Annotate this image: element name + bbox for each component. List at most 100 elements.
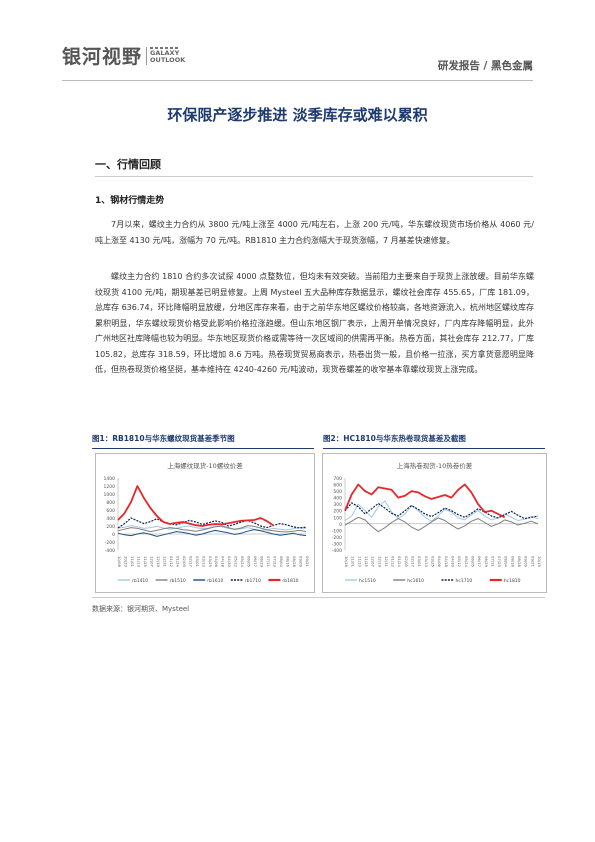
- logo-en: GALAXY OUTLOOK: [146, 46, 186, 65]
- legend-label-rb1810: rb1810: [282, 578, 298, 584]
- y-tick-label: 600: [333, 483, 342, 489]
- x-tick-label: 12/19: [156, 556, 161, 568]
- x-tick-label: 12/07: [149, 556, 154, 568]
- chart-title: 上海螺纹现货-10螺纹价差: [167, 461, 243, 470]
- x-tick-label: 04/06: [437, 556, 442, 568]
- x-tick-label: 06/05: [247, 556, 252, 568]
- x-tick-label: 04/06: [214, 556, 219, 568]
- y-tick-label: -400: [332, 548, 342, 554]
- x-tick-label: 08/04: [279, 556, 284, 568]
- x-tick-label: 11/25: [364, 556, 369, 568]
- logo-stripe: [150, 46, 181, 49]
- x-tick-label: 11/13: [136, 556, 141, 568]
- x-tick-label: 12/07: [371, 556, 376, 568]
- figure-1-rule: [92, 448, 314, 449]
- y-tick-label: 400: [333, 496, 342, 502]
- series-line-hc1710: [344, 502, 539, 520]
- series-line-hc1610: [344, 516, 539, 533]
- y-tick-label: -200: [332, 535, 342, 541]
- legend-label-rb1610: rb1610: [207, 578, 223, 584]
- legend-label-hc1810: hc1810: [504, 578, 521, 584]
- x-tick-label: 06/05: [470, 556, 475, 568]
- legend-label-hc1710: hc1710: [456, 578, 473, 584]
- data-source: 数据来源：银河期货、Mysteel: [92, 605, 190, 613]
- legend-label-rb1710: rb1710: [245, 578, 261, 584]
- logo-en-line2: OUTLOOK: [150, 56, 186, 64]
- x-tick-label: 08/28: [517, 556, 522, 568]
- x-tick-label: 04/30: [227, 556, 232, 568]
- x-tick-label: 11/01: [351, 556, 356, 568]
- y-tick-label: 1000: [104, 492, 116, 498]
- section-heading: 一、行情回顾: [95, 158, 161, 171]
- x-tick-label: 10/15: [537, 556, 542, 568]
- legend-label-rb1510: rb1510: [170, 578, 186, 584]
- x-tick-label: 12/31: [162, 556, 167, 568]
- x-tick-label: 03/01: [417, 556, 422, 568]
- paragraph-2: 螺纹主力合约 1810 合约多次试探 4000 点整数位，但均未有效突破。当前阻…: [95, 272, 534, 374]
- x-tick-label: 08/28: [292, 556, 297, 568]
- series-line-rb1410: [117, 525, 307, 531]
- series-line-rb1610: [117, 529, 307, 537]
- x-tick-label: 10/16: [344, 556, 349, 568]
- x-tick-label: 02/05: [404, 556, 409, 568]
- y-tick-label: 300: [333, 502, 342, 508]
- x-tick-label: 04/30: [450, 556, 455, 568]
- x-tick-label: 06/29: [484, 556, 489, 568]
- x-tick-label: 03/25: [208, 556, 213, 568]
- x-tick-label: 08/04: [504, 556, 509, 568]
- chart-2-frame: 上海热卷现货-10热卷价差 -400 -300 -200 -100 0 100 200 300 4…: [322, 453, 547, 593]
- paragraph-1: 7月以来，螺纹主力合约从 3800 元/吨上涨至 4000 元/吨左右，上涨 2…: [95, 220, 534, 245]
- x-tick-label: 05/12: [457, 556, 462, 568]
- x-tick-label: 05/24: [464, 556, 469, 568]
- x-tick-label: 11/01: [130, 556, 135, 568]
- figure-1-caption: 图1：RB1810与华东螺纹现货基差季节图: [92, 434, 235, 443]
- chart-2: 上海热卷现货-10热卷价差 -400-300-200-10001002003004…: [332, 461, 542, 584]
- x-tick-label: 03/13: [424, 556, 429, 568]
- y-tick-label: 200: [106, 524, 115, 530]
- x-tick-label: 01/24: [175, 556, 180, 568]
- x-tick-label: 05/12: [234, 556, 239, 568]
- x-tick-label: 03/01: [195, 556, 200, 568]
- figure-2-caption: 图2：HC1810与华东热卷现货基差及截图: [323, 434, 466, 443]
- x-tick-label: 09/09: [524, 556, 529, 568]
- y-tick-label: 500: [333, 489, 342, 495]
- chart-1: 上海螺纹现货-10螺纹价差 -400 -200 0 200 400 600 800 1000 12…: [104, 461, 310, 584]
- x-tick-label: 04/18: [221, 556, 226, 568]
- x-tick-label: 12/31: [384, 556, 389, 568]
- chart-1-frame: 上海螺纹现货-10螺纹价差 -400 -200 0 200 400 600 800 1000 12…: [95, 453, 315, 593]
- x-tick-label: 01/12: [169, 556, 174, 568]
- x-tick-label: 01/24: [397, 556, 402, 568]
- y-tick-label: 200: [333, 509, 342, 515]
- breadcrumb: 研发报告 / 黑色金属: [437, 60, 533, 72]
- y-tick-label: 800: [106, 500, 115, 506]
- chart-title: 上海热卷现货-10热卷价差: [397, 461, 473, 470]
- x-tick-label: 02/17: [411, 556, 416, 568]
- x-tick-label: 02/17: [188, 556, 193, 568]
- x-tick-label: 10/20: [123, 556, 128, 568]
- x-tick-label: 09/21: [530, 556, 535, 568]
- x-tick-label: 04/18: [444, 556, 449, 568]
- series-line-rb1710: [117, 517, 307, 529]
- y-tick-label: -100: [332, 528, 342, 534]
- x-tick-label: 08/16: [510, 556, 515, 568]
- logo-cn: 银河视野: [62, 46, 143, 68]
- x-tick-label: 08/16: [286, 556, 291, 568]
- logo: 银河视野 GALAXY OUTLOOK: [62, 42, 185, 69]
- x-tick-label: 05/24: [240, 556, 245, 568]
- x-tick-label: 12/19: [377, 556, 382, 568]
- y-tick-label: 0: [339, 522, 342, 528]
- x-tick-label: 09/09: [299, 556, 304, 568]
- x-tick-label: 07/23: [497, 556, 502, 568]
- x-tick-label: 07/11: [266, 556, 271, 568]
- header-divider: [62, 80, 533, 81]
- series-line-hc1810: [344, 483, 506, 519]
- y-tick-label: 1200: [104, 484, 116, 490]
- y-tick-label: 1400: [104, 476, 116, 482]
- x-tick-label: 06/17: [253, 556, 258, 568]
- source-divider: [92, 597, 545, 598]
- x-tick-label: 07/23: [273, 556, 278, 568]
- x-tick-label: 06/17: [477, 556, 482, 568]
- x-tick-label: 06/29: [260, 556, 265, 568]
- x-tick-label: 11/25: [143, 556, 148, 568]
- x-tick-label: 10/08: [117, 556, 122, 568]
